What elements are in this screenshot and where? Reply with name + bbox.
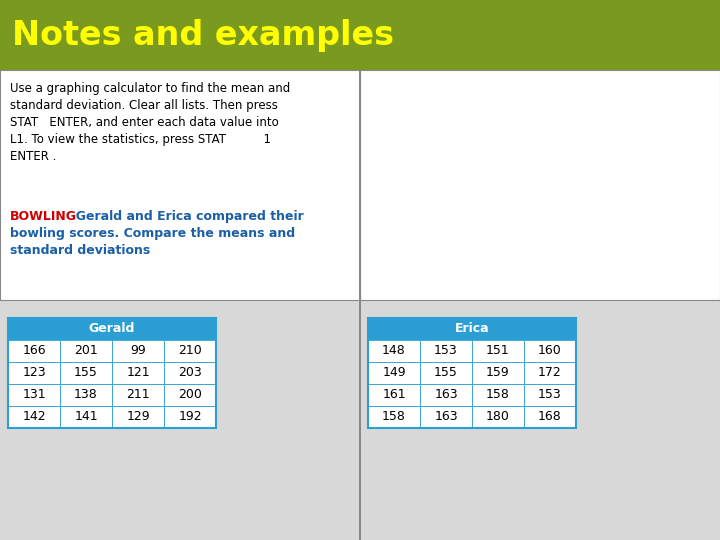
Text: Use a graphing calculator to find the mean and: Use a graphing calculator to find the me…	[10, 82, 290, 95]
Text: STAT   ENTER, and enter each data value into: STAT ENTER, and enter each data value in…	[10, 116, 279, 129]
Bar	[0, 70, 360, 300]
Bar	[360, 70, 720, 300]
Bar	[8, 318, 216, 428]
Bar	[420, 384, 472, 406]
Text: 159: 159	[486, 367, 510, 380]
Text: standard deviations: standard deviations	[10, 244, 150, 257]
Text: Gerald: Gerald	[89, 322, 135, 335]
Bar	[0, 70, 720, 71]
Text: 163: 163	[434, 410, 458, 423]
Text: Erica: Erica	[455, 322, 490, 335]
Text: 155: 155	[434, 367, 458, 380]
Text: 138: 138	[74, 388, 98, 402]
Bar	[472, 384, 524, 406]
Bar	[8, 318, 216, 340]
Text: 203: 203	[178, 367, 202, 380]
Bar	[359, 70, 361, 300]
Bar	[368, 406, 420, 428]
Bar	[60, 406, 112, 428]
Text: 153: 153	[538, 388, 562, 402]
Bar	[112, 340, 164, 362]
Text: 172: 172	[538, 367, 562, 380]
Bar	[368, 318, 576, 428]
Text: bowling scores. Compare the means and: bowling scores. Compare the means and	[10, 227, 295, 240]
Text: 149: 149	[382, 367, 406, 380]
Text: 123: 123	[22, 367, 46, 380]
Text: 210: 210	[178, 345, 202, 357]
Bar	[368, 362, 420, 384]
Bar	[112, 362, 164, 384]
Text: 151: 151	[486, 345, 510, 357]
Text: 160: 160	[538, 345, 562, 357]
Text: standard deviation. Clear all lists. Then press: standard deviation. Clear all lists. The…	[10, 99, 278, 112]
Bar	[368, 384, 420, 406]
Bar	[472, 340, 524, 362]
Text: 148: 148	[382, 345, 406, 357]
Bar	[8, 362, 60, 384]
Text: 142: 142	[22, 410, 46, 423]
Text: 141: 141	[74, 410, 98, 423]
Text: Notes and examples: Notes and examples	[12, 18, 394, 51]
Bar	[420, 406, 472, 428]
Text: 200: 200	[178, 388, 202, 402]
Bar	[0, 70, 360, 300]
Bar	[524, 340, 576, 362]
Text: 201: 201	[74, 345, 98, 357]
Bar	[420, 362, 472, 384]
Text: 163: 163	[434, 388, 458, 402]
Text: 158: 158	[486, 388, 510, 402]
Bar	[60, 362, 112, 384]
Bar	[60, 340, 112, 362]
Bar	[360, 70, 720, 300]
Bar	[0, 0, 720, 70]
Text: 155: 155	[74, 367, 98, 380]
Text: 192: 192	[178, 410, 202, 423]
Bar	[359, 300, 361, 540]
Bar	[164, 362, 216, 384]
Text: 131: 131	[22, 388, 46, 402]
Bar	[472, 362, 524, 384]
Text: 211: 211	[126, 388, 150, 402]
Text: 166: 166	[22, 345, 46, 357]
Bar	[112, 384, 164, 406]
Bar	[164, 406, 216, 428]
Text: BOWLING: BOWLING	[10, 210, 77, 223]
Bar	[368, 340, 420, 362]
Text: Gerald and Erica compared their: Gerald and Erica compared their	[67, 210, 304, 223]
Text: ENTER .: ENTER .	[10, 150, 56, 163]
Text: 158: 158	[382, 410, 406, 423]
Bar	[8, 406, 60, 428]
Text: 129: 129	[126, 410, 150, 423]
Text: 153: 153	[434, 345, 458, 357]
Bar	[164, 340, 216, 362]
Bar	[368, 318, 576, 340]
Bar	[164, 384, 216, 406]
Text: 180: 180	[486, 410, 510, 423]
Bar	[524, 406, 576, 428]
Bar	[524, 384, 576, 406]
Bar	[524, 362, 576, 384]
Bar	[0, 300, 720, 540]
Text: 99: 99	[130, 345, 146, 357]
Bar	[472, 406, 524, 428]
Bar	[8, 340, 60, 362]
Bar	[112, 406, 164, 428]
Text: 161: 161	[382, 388, 406, 402]
Bar	[420, 340, 472, 362]
Bar	[60, 384, 112, 406]
Text: 168: 168	[538, 410, 562, 423]
Text: L1. To view the statistics, press STAT          1: L1. To view the statistics, press STAT 1	[10, 133, 271, 146]
Bar	[8, 384, 60, 406]
Text: 121: 121	[126, 367, 150, 380]
